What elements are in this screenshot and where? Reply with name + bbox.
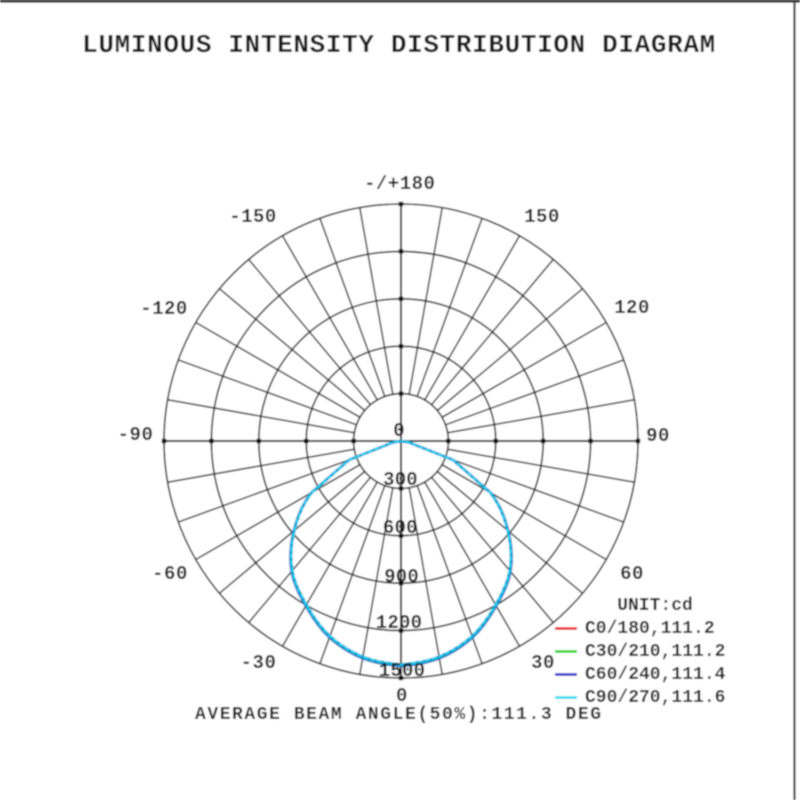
- svg-text:AVERAGE BEAM ANGLE(50%):111.3: AVERAGE BEAM ANGLE(50%):111.3 DEG: [195, 705, 603, 725]
- svg-text:UNIT:cd: UNIT:cd: [617, 596, 693, 616]
- svg-text:1500: 1500: [379, 660, 425, 682]
- svg-text:LUMINOUS INTENSITY DISTRIBUTIO: LUMINOUS INTENSITY DISTRIBUTION DIAGRAM: [82, 30, 716, 60]
- svg-text:-90: -90: [118, 424, 154, 446]
- svg-text:1200: 1200: [376, 612, 422, 634]
- svg-text:0: 0: [393, 420, 405, 442]
- svg-text:300: 300: [383, 469, 418, 491]
- svg-text:-120: -120: [140, 298, 188, 320]
- svg-text:120: 120: [614, 297, 650, 319]
- svg-text:0: 0: [396, 685, 408, 707]
- svg-text:150: 150: [524, 206, 560, 228]
- svg-text:90: 90: [646, 425, 670, 447]
- svg-text:-150: -150: [229, 206, 277, 228]
- svg-text:60: 60: [620, 563, 644, 585]
- svg-text:600: 600: [383, 517, 418, 539]
- svg-text:30: 30: [531, 652, 555, 674]
- svg-text:900: 900: [384, 566, 419, 588]
- svg-text:-/+180: -/+180: [364, 173, 435, 195]
- svg-text:-60: -60: [152, 563, 188, 585]
- svg-text:-30: -30: [241, 652, 277, 674]
- svg-text:C30/210,111.2: C30/210,111.2: [585, 642, 725, 662]
- svg-text:C90/270,111.6: C90/270,111.6: [585, 688, 725, 708]
- svg-text:C60/240,111.4: C60/240,111.4: [585, 665, 726, 685]
- svg-text:C0/180,111.2: C0/180,111.2: [585, 619, 715, 639]
